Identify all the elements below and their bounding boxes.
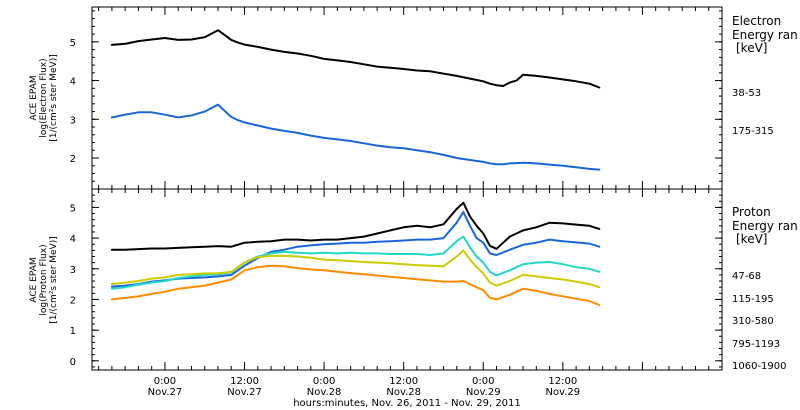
proton-panel: 0 1 2 3 4 5 ACE EPAM log(Proton Flux) [1/(cm²… — [29, 188, 798, 372]
proton-series-115-195-line — [110, 211, 601, 288]
proton-y-tick-label: 0 — [70, 357, 76, 368]
proton-y-label-line-1: ACE EPAM — [29, 257, 39, 302]
proton-legend: Proton Energy ran [keV] 47-68 115-195 31… — [732, 205, 798, 372]
electron-legend-unit: [keV] — [736, 41, 767, 55]
x-tick-label-date: Nov.29 — [546, 387, 581, 398]
electron-series-group — [110, 29, 601, 171]
x-tick-label-time: 12:00 — [548, 376, 577, 387]
x-axis-title: hours:minutes, Nov. 26, 2011 - Nov. 29, … — [293, 398, 521, 409]
electron-legend-entry-175-315: 175-315 — [732, 126, 774, 137]
x-tick-label-time: 0:00 — [313, 376, 335, 387]
electron-panel: 2 3 4 5 ACE EPAM log(Electron Flux) [1/(cm²… — [29, 6, 798, 190]
proton-plot-frame — [91, 188, 723, 371]
x-tick-label-time: 0:00 — [154, 376, 176, 387]
proton-series-310-580-line — [110, 235, 601, 290]
proton-series-1060-1900-line — [110, 264, 601, 306]
x-tick-label-date: Nov.29 — [466, 387, 501, 398]
proton-legend-entry-795-1193: 795-1193 — [732, 339, 780, 350]
proton-y-label-line-2: log(Proton Flux) — [39, 244, 49, 315]
proton-legend-title-1: Proton — [732, 205, 771, 219]
proton-y-tick-label: 2 — [70, 295, 76, 306]
proton-legend-entry-1060-1900: 1060-1900 — [732, 361, 787, 372]
x-tick-label-time: 12:00 — [389, 376, 418, 387]
proton-series-47-68-line — [110, 201, 601, 251]
proton-y-tick-label: 3 — [70, 265, 76, 276]
x-tick-label-date: Nov.28 — [386, 387, 421, 398]
x-tick-label-time: 0:00 — [472, 376, 494, 387]
x-axis: 0:00Nov.2712:00Nov.270:00Nov.2812:00Nov.… — [148, 376, 581, 398]
proton-y-tick-label: 4 — [70, 234, 76, 245]
proton-y-axis: 0 1 2 3 4 5 — [70, 189, 723, 370]
x-tick-label-date: Nov.27 — [227, 387, 262, 398]
x-tick-label-date: Nov.28 — [307, 387, 342, 398]
electron-legend-entry-38-53: 38-53 — [732, 88, 761, 99]
electron-y-label-line-3: [1/(cm²s ster MeV)] — [49, 54, 59, 141]
proton-legend-entry-310-580: 310-580 — [732, 316, 774, 327]
electron-series-38-53-line — [110, 29, 601, 89]
electron-y-axis: 2 3 4 5 — [70, 7, 723, 190]
electron-plot-frame — [91, 6, 723, 190]
x-tick-label-time: 12:00 — [230, 376, 259, 387]
proton-series-795-1193-line — [110, 249, 601, 289]
proton-legend-unit: [keV] — [736, 232, 767, 246]
electron-legend-title-1: Electron — [732, 14, 781, 28]
electron-y-tick-label: 4 — [70, 77, 76, 88]
electron-y-tick-label: 5 — [70, 38, 76, 49]
proton-y-tick-label: 5 — [70, 203, 76, 214]
electron-y-label-line-2: log(Electron Flux) — [39, 58, 49, 137]
proton-legend-entry-47-68: 47-68 — [732, 271, 761, 282]
proton-y-label-line-3: [1/(cm²s ster MeV)] — [49, 236, 59, 323]
electron-y-label-line-1: ACE EPAM — [29, 75, 39, 120]
electron-series-175-315-line — [110, 103, 601, 171]
electron-y-tick-label: 2 — [70, 154, 76, 165]
electron-legend-title-2: Energy ran — [732, 28, 798, 42]
electron-y-tick-label: 3 — [70, 115, 76, 126]
electron-legend: Electron Energy ran [keV] 38-53 175-315 — [732, 14, 798, 137]
x-tick-label-date: Nov.27 — [148, 387, 183, 398]
proton-legend-title-2: Energy ran — [732, 219, 798, 233]
proton-y-tick-label: 1 — [70, 326, 76, 337]
proton-series-group — [110, 201, 601, 306]
proton-legend-entry-115-195: 115-195 — [732, 294, 774, 305]
